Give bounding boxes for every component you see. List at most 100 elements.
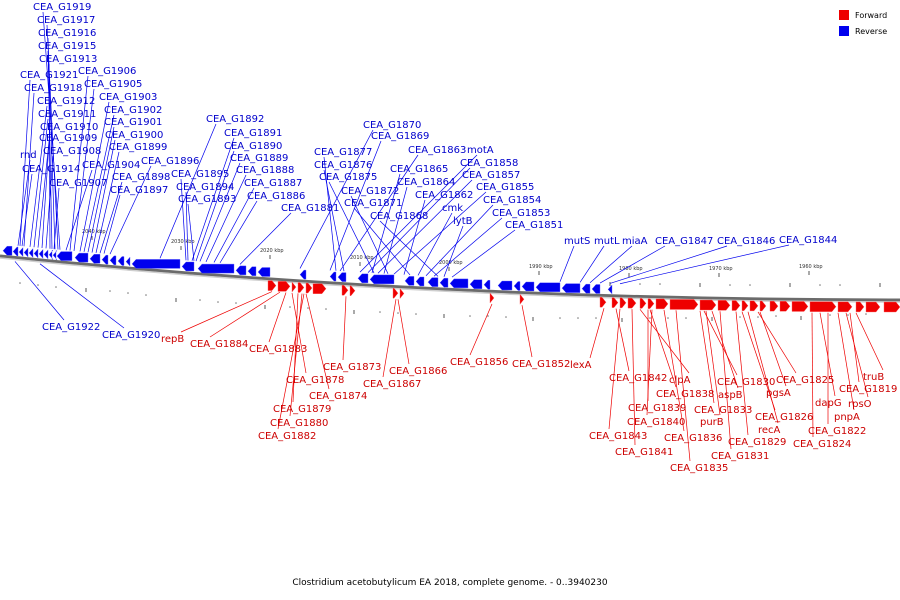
reverse-gene-label[interactable]: CEA_G1876: [314, 160, 372, 171]
reverse-gene-arrow[interactable]: [404, 276, 415, 286]
forward-gene-label[interactable]: CEA_G1826: [755, 412, 813, 423]
forward-gene-arrow[interactable]: [611, 297, 619, 308]
forward-gene-arrow[interactable]: [399, 287, 405, 300]
reverse-gene-label[interactable]: CEA_G1902: [104, 105, 162, 116]
forward-gene-label[interactable]: clpA: [669, 375, 691, 386]
forward-gene-arrow[interactable]: [639, 298, 647, 309]
forward-gene-arrow[interactable]: [655, 298, 669, 310]
reverse-gene-label[interactable]: CEA_G1900: [105, 130, 163, 141]
reverse-gene-arrow[interactable]: [43, 249, 49, 260]
reverse-gene-arrow[interactable]: [449, 278, 469, 289]
reverse-gene-label[interactable]: CEA_G1854: [483, 195, 541, 206]
forward-gene-label[interactable]: CEA_G1873: [323, 362, 381, 373]
forward-gene-arrow[interactable]: [731, 300, 741, 311]
forward-gene-arrow[interactable]: [392, 287, 399, 299]
reverse-gene-arrow[interactable]: [337, 272, 347, 282]
forward-gene-arrow[interactable]: [619, 297, 627, 309]
reverse-gene-label[interactable]: motA: [467, 145, 494, 156]
forward-gene-arrow[interactable]: [865, 301, 881, 313]
reverse-gene-label[interactable]: CEA_G1864: [397, 177, 455, 188]
reverse-gene-label[interactable]: CEA_G1847: [655, 236, 713, 247]
reverse-gene-label[interactable]: CEA_G1903: [99, 92, 157, 103]
reverse-gene-arrow[interactable]: [357, 273, 369, 284]
reverse-gene-arrow[interactable]: [581, 283, 591, 294]
reverse-gene-arrow[interactable]: [197, 263, 235, 274]
reverse-gene-label[interactable]: CEA_G1889: [230, 153, 288, 164]
forward-gene-arrow[interactable]: [883, 301, 900, 313]
forward-gene-label[interactable]: CEA_G1829: [728, 437, 786, 448]
forward-gene-label[interactable]: CEA_G1852: [512, 359, 570, 370]
reverse-gene-label[interactable]: CEA_G1901: [104, 117, 162, 128]
reverse-gene-arrow[interactable]: [28, 247, 34, 259]
reverse-gene-label[interactable]: CEA_G1913: [39, 54, 97, 65]
reverse-gene-label[interactable]: CEA_G1870: [363, 120, 421, 131]
forward-gene-label[interactable]: truB: [863, 372, 884, 383]
forward-gene-arrow[interactable]: [759, 300, 767, 312]
reverse-gene-arrow[interactable]: [38, 248, 44, 259]
reverse-gene-label[interactable]: CEA_G1894: [176, 182, 234, 193]
reverse-gene-label[interactable]: CEA_G1922: [42, 322, 100, 333]
forward-gene-arrow[interactable]: [489, 292, 495, 304]
forward-gene-label[interactable]: CEA_G1856: [450, 357, 508, 368]
forward-gene-arrow[interactable]: [837, 301, 853, 313]
reverse-gene-arrow[interactable]: [535, 282, 561, 292]
reverse-gene-label[interactable]: CEA_G1863: [408, 145, 466, 156]
forward-gene-arrow[interactable]: [267, 280, 277, 291]
reverse-gene-label[interactable]: CEA_G1872: [341, 186, 399, 197]
reverse-gene-arrow[interactable]: [12, 246, 19, 257]
reverse-gene-arrow[interactable]: [235, 265, 247, 276]
forward-gene-label[interactable]: rpsO: [848, 399, 872, 410]
forward-gene-label[interactable]: CEA_G1836: [664, 433, 722, 444]
forward-gene-arrow[interactable]: [349, 285, 356, 296]
reverse-gene-label[interactable]: rnd: [20, 150, 37, 161]
reverse-gene-arrow[interactable]: [469, 279, 483, 289]
reverse-gene-label[interactable]: CEA_G1920: [102, 330, 160, 341]
reverse-gene-arrow[interactable]: [497, 280, 513, 291]
reverse-gene-label[interactable]: CEA_G1897: [110, 185, 168, 196]
forward-gene-label[interactable]: CEA_G1831: [711, 451, 769, 462]
reverse-gene-label[interactable]: CEA_G1871: [344, 198, 402, 209]
forward-gene-label[interactable]: aspB: [718, 390, 743, 401]
forward-gene-arrow[interactable]: [627, 297, 637, 309]
reverse-gene-label[interactable]: CEA_G1862: [415, 190, 473, 201]
reverse-gene-label[interactable]: CEA_G1895: [171, 169, 229, 180]
forward-gene-arrow[interactable]: [791, 301, 809, 312]
reverse-gene-arrow[interactable]: [23, 247, 29, 258]
forward-gene-label[interactable]: CEA_G1838: [656, 389, 714, 400]
forward-gene-arrow[interactable]: [749, 300, 759, 312]
reverse-gene-label[interactable]: CEA_G1846: [717, 236, 775, 247]
reverse-gene-label[interactable]: CEA_G1916: [38, 28, 96, 39]
forward-gene-label[interactable]: purB: [700, 417, 724, 428]
reverse-gene-arrow[interactable]: [329, 271, 337, 282]
forward-gene-label[interactable]: recA: [758, 425, 781, 436]
forward-gene-label[interactable]: CEA_G1884: [190, 339, 248, 350]
forward-gene-label[interactable]: CEA_G1833: [694, 405, 752, 416]
forward-gene-label[interactable]: lexA: [570, 360, 592, 371]
forward-gene-label[interactable]: dapG: [815, 398, 842, 409]
forward-gene-label[interactable]: pnpA: [834, 412, 860, 423]
reverse-gene-arrow[interactable]: [117, 256, 125, 266]
forward-gene-arrow[interactable]: [669, 299, 699, 310]
reverse-gene-arrow[interactable]: [56, 251, 73, 261]
forward-gene-arrow[interactable]: [855, 301, 865, 313]
reverse-gene-arrow[interactable]: [48, 250, 54, 260]
forward-gene-arrow[interactable]: [312, 283, 327, 294]
reverse-gene-label[interactable]: CEA_G1907: [49, 178, 107, 189]
reverse-gene-label[interactable]: mutS: [564, 236, 590, 247]
forward-gene-label[interactable]: CEA_G1839: [628, 403, 686, 414]
reverse-gene-arrow[interactable]: [513, 281, 521, 291]
reverse-gene-label[interactable]: CEA_G1915: [38, 41, 96, 52]
reverse-gene-label[interactable]: CEA_G1911: [38, 109, 96, 120]
forward-gene-arrow[interactable]: [291, 281, 297, 293]
reverse-gene-label[interactable]: CEA_G1886: [247, 191, 305, 202]
forward-gene-label[interactable]: CEA_G1880: [270, 418, 328, 429]
forward-gene-label[interactable]: CEA_G1824: [793, 439, 851, 450]
reverse-gene-arrow[interactable]: [591, 284, 601, 294]
reverse-gene-label[interactable]: CEA_G1881: [281, 203, 339, 214]
reverse-gene-arrow[interactable]: [561, 283, 581, 293]
reverse-gene-arrow[interactable]: [2, 246, 13, 256]
reverse-gene-label[interactable]: CEA_G1865: [390, 164, 448, 175]
reverse-gene-label[interactable]: CEA_G1919: [33, 2, 91, 13]
forward-gene-label[interactable]: CEA_G1841: [615, 447, 673, 458]
reverse-gene-arrow[interactable]: [415, 276, 425, 287]
